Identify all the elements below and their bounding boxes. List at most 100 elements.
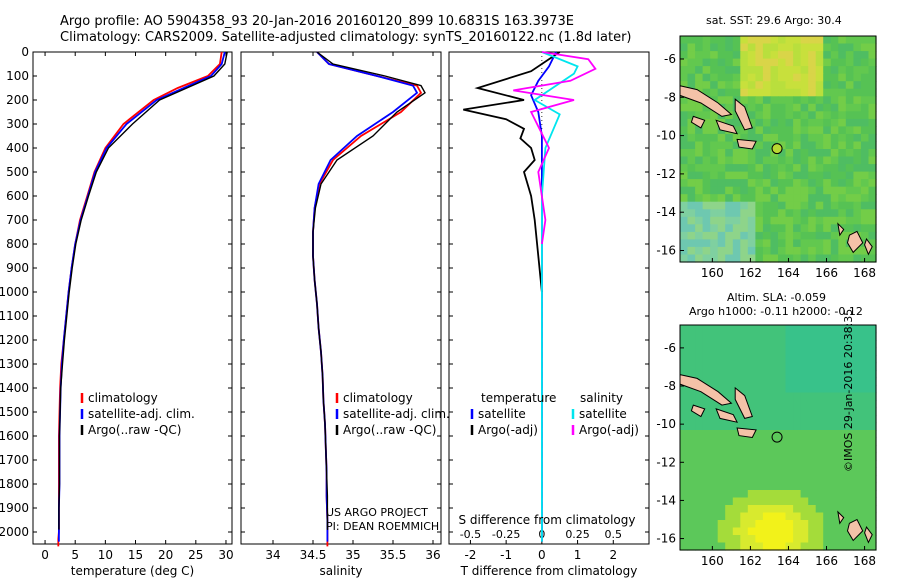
sst-map-cell: [770, 231, 779, 240]
sst-map-cell: [755, 156, 764, 165]
sla-map-cell: [755, 520, 764, 529]
sst-map-cell: [717, 66, 726, 75]
sst-map-cell: [710, 164, 719, 173]
sla-map-cell: [732, 467, 741, 476]
sla-map-cell: [778, 377, 787, 386]
sst-map-ytick-label: -10: [656, 129, 676, 143]
h-map-title: Argo h1000: -0.11 h2000: -0.12: [689, 305, 863, 318]
sla-map-cell: [725, 445, 734, 454]
sla-map-cell: [845, 497, 854, 506]
climatology-title: Climatology: CARS2009. Satellite-adjuste…: [60, 30, 632, 45]
sst-map-cell: [755, 36, 764, 45]
sst-map-cell: [868, 81, 877, 90]
sst-map-cell: [680, 66, 689, 75]
sla-map-cell: [702, 422, 711, 431]
sla-map-cell: [710, 407, 719, 416]
sst-map-cell: [732, 254, 741, 263]
sst-map-cell: [823, 88, 832, 97]
sla-map-cell: [725, 332, 734, 341]
sst-map-cell: [785, 194, 794, 203]
differences-sal-tick-label: -0.25: [492, 528, 520, 541]
sla-map-cell: [762, 505, 771, 514]
sla-map-cell: [823, 385, 832, 394]
sla-map-cell: [778, 407, 787, 416]
sst-map-cell: [717, 36, 726, 45]
sla-map-cell: [823, 490, 832, 499]
sst-map-cell: [710, 224, 719, 233]
sla-map-cell: [868, 467, 877, 476]
sla-map-cell: [740, 445, 749, 454]
sst-map-cell: [868, 133, 877, 142]
sst-map-cell: [717, 96, 726, 105]
sst-map-cell: [755, 201, 764, 210]
sla-map-cell: [710, 325, 719, 334]
sla-map-cell: [710, 460, 719, 469]
sst-map-cell: [680, 254, 689, 263]
sla-map-cell: [770, 535, 779, 544]
sst-map-cell: [860, 43, 869, 52]
sst-map-cell: [808, 201, 817, 210]
sst-map-cell: [695, 103, 704, 112]
sla-map-cell: [687, 362, 696, 371]
sla-map-cell: [800, 362, 809, 371]
sst-map-cell: [793, 133, 802, 142]
sla-map-cell: [800, 490, 809, 499]
sla-map-ytick-label: -16: [656, 532, 676, 546]
sla-map-cell: [868, 362, 877, 371]
sla-map-cell: [815, 475, 824, 484]
sla-map-cell: [830, 332, 839, 341]
sst-map-cell: [815, 133, 824, 142]
sla-map-cell: [800, 437, 809, 446]
sst-map-cell: [740, 224, 749, 233]
sla-map-cell: [717, 385, 726, 394]
sst-map-cell: [732, 58, 741, 67]
sla-map-cell: [717, 325, 726, 334]
sla-map-cell: [762, 340, 771, 349]
sla-map-xtick-label: 160: [701, 554, 724, 568]
sst-map-cell: [853, 156, 862, 165]
sla-map-cell: [838, 497, 847, 506]
sla-map-cell: [762, 452, 771, 461]
sla-map-cell: [868, 542, 877, 551]
sla-map-cell: [770, 385, 779, 394]
sst-map-cell: [732, 81, 741, 90]
sst-map-cell: [778, 96, 787, 105]
sst-map-cell: [778, 209, 787, 218]
sst-map-cell: [853, 246, 862, 255]
sla-map-cell: [740, 385, 749, 394]
sst-map-cell: [800, 96, 809, 105]
sst-map-cell: [740, 88, 749, 97]
sla-map-cell: [785, 340, 794, 349]
sst-map-cell: [845, 103, 854, 112]
sla-map-cell: [762, 482, 771, 491]
sla-map-ytick-label: -10: [656, 417, 676, 431]
sla-map-cell: [740, 362, 749, 371]
sst-map-cell: [702, 201, 711, 210]
sst-map-cell: [702, 111, 711, 120]
sst-map-cell: [755, 58, 764, 67]
sst-map-cell: [695, 164, 704, 173]
sla-map-cell: [725, 430, 734, 439]
sst-map-cell: [687, 179, 696, 188]
temperature-legend-label: satellite-adj. clim.: [88, 407, 195, 421]
sst-map-cell: [823, 66, 832, 75]
sst-map-cell: [868, 224, 877, 233]
sla-map-cell: [853, 332, 862, 341]
sst-map-cell: [725, 43, 734, 52]
sla-map-cell: [845, 505, 854, 514]
differences-xlabel: T difference from climatology: [460, 564, 638, 578]
sla-map-cell: [717, 347, 726, 356]
sla-map-cell: [762, 527, 771, 536]
sst-map-cell: [845, 111, 854, 120]
sst-map-cell: [695, 133, 704, 142]
sla-map-cell: [680, 400, 689, 409]
sla-map-cell: [823, 520, 832, 529]
sla-map-cell: [695, 535, 704, 544]
sla-map-cell: [815, 340, 824, 349]
sst-map-cell: [710, 246, 719, 255]
sla-map-cell: [838, 377, 847, 386]
sla-map-cell: [725, 370, 734, 379]
sst-map-field: [680, 36, 877, 263]
sla-map-cell: [755, 385, 764, 394]
sla-map-cell: [762, 385, 771, 394]
